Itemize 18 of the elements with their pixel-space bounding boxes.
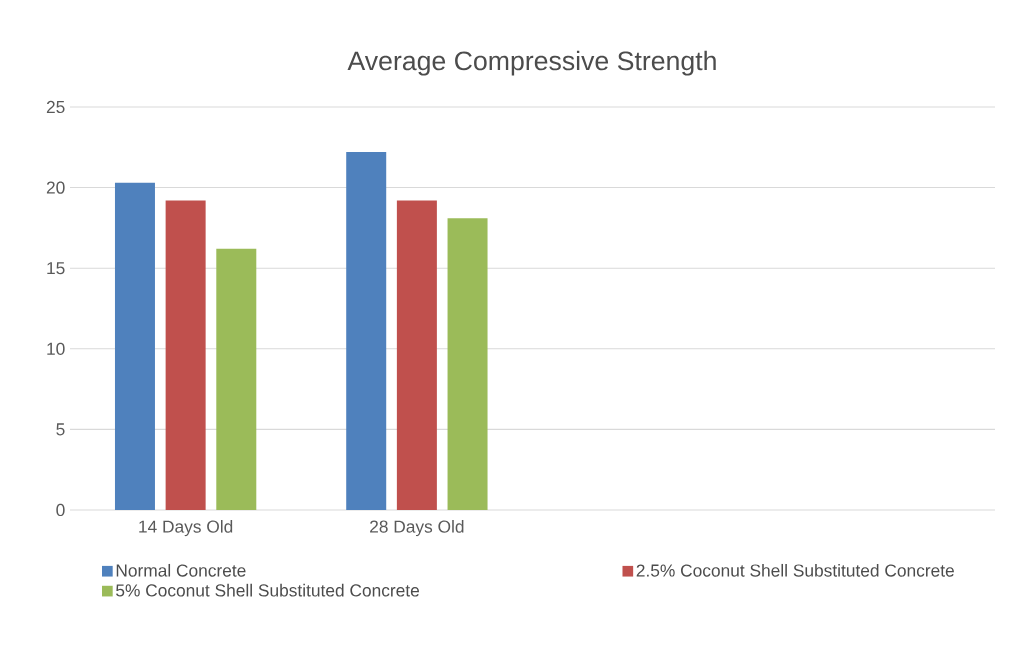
bar — [165, 200, 206, 510]
bar — [114, 182, 155, 510]
bar — [346, 152, 387, 510]
legend-label: 2.5% Coconut Shell Substituted Concrete — [636, 563, 954, 577]
x-tick-label: 14 Days Old — [139, 520, 233, 537]
legend-label: 5% Coconut Shell Substituted Concrete — [116, 583, 419, 597]
bar — [216, 248, 257, 510]
bar — [447, 218, 488, 510]
y-tick-label: 5 — [56, 423, 65, 436]
y-tick-label: 20 — [46, 181, 65, 194]
y-tick-label: 25 — [46, 100, 65, 114]
y-tick-label: 0 — [56, 503, 65, 517]
y-tick-label: 10 — [47, 342, 65, 355]
y-tick-label: 15 — [47, 262, 65, 275]
bar — [396, 200, 437, 510]
chart-title: Average Compressive Strength — [347, 50, 716, 76]
x-tick-label: 28 Days Old — [370, 520, 464, 537]
legend-label: Normal Concrete — [116, 563, 246, 577]
